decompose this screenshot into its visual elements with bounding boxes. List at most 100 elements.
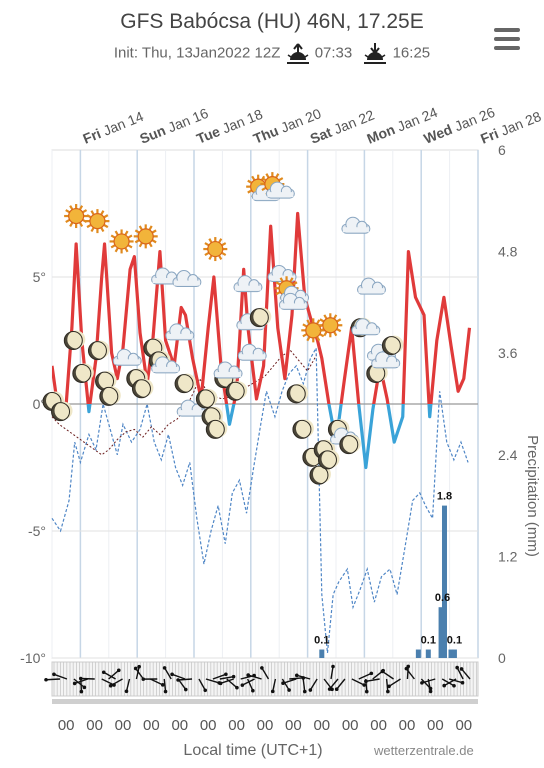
hour-label: 00 — [257, 717, 274, 734]
cloud-icon — [233, 275, 263, 293]
cloud-icon — [213, 361, 243, 379]
chart-title: GFS Babócsa (HU) 46N, 17.25E — [120, 10, 424, 33]
precip-bar — [448, 649, 454, 658]
precip-tick-label: 0 — [498, 650, 506, 666]
wind-barb — [198, 678, 206, 691]
hour-label: 00 — [86, 717, 103, 734]
series-lines — [51, 211, 472, 653]
moon-icon — [225, 381, 248, 401]
wind-barb — [103, 671, 116, 680]
wind-barb — [309, 678, 318, 691]
wind-barb — [420, 678, 432, 689]
hour-label: 00 — [285, 717, 302, 734]
temperature-line-below-zero — [55, 404, 433, 470]
moon-icon — [195, 388, 218, 409]
moon-icon — [51, 401, 73, 422]
cloud-icon — [151, 356, 181, 374]
weather-icons — [42, 172, 404, 485]
init-time: Init: Thu, 13Jan2022 12Z — [113, 44, 281, 62]
x-axis-label: Local time (UTC+1) — [183, 742, 323, 759]
hour-label: 00 — [115, 717, 132, 734]
sun-icon — [109, 229, 134, 254]
precip-data-label: 0.6 — [435, 592, 450, 604]
cloud-icon — [112, 348, 142, 366]
wind-barb — [385, 678, 389, 692]
wind-barb — [351, 678, 365, 686]
cloud-icon — [371, 351, 401, 369]
sunset-time: 16:25 — [392, 44, 431, 62]
hamburger-menu-icon[interactable] — [494, 28, 520, 50]
wind-barb — [171, 673, 186, 680]
precip-bar — [441, 505, 447, 658]
hour-label: 00 — [171, 717, 188, 734]
wind-barb — [443, 678, 457, 687]
precip-bar — [415, 649, 421, 658]
wind-barb — [163, 678, 167, 692]
wind-barb — [441, 678, 455, 687]
cloud-icon — [176, 399, 206, 417]
wind-barb — [246, 678, 254, 691]
hour-label: 00 — [228, 717, 245, 734]
precip-data-label: 1.8 — [437, 491, 452, 503]
temp-tick-label: -10° — [20, 650, 46, 666]
wind-barb — [242, 678, 255, 686]
wind-barb — [448, 678, 463, 684]
precip-data-labels: 0.1 0.1 0.6 1.8 0.1 — [314, 491, 462, 647]
hour-label: 00 — [399, 717, 416, 734]
moon-icon — [131, 378, 154, 399]
moon-icon — [286, 383, 309, 404]
cloud-icon — [172, 270, 202, 288]
moon-icon — [99, 386, 121, 406]
wind-barb — [330, 666, 334, 680]
wind-barb — [163, 667, 172, 680]
hour-label: 00 — [313, 717, 330, 734]
wind-barb — [282, 678, 297, 684]
sun-icon — [203, 237, 228, 262]
wind-barb — [150, 678, 164, 686]
precip-bar — [451, 649, 457, 658]
moon-icon — [381, 335, 404, 356]
moon-icon — [309, 465, 331, 485]
wind-barb — [272, 678, 277, 692]
wind-strip — [44, 661, 479, 704]
cloud-icon — [237, 343, 267, 361]
moon-icon — [292, 419, 314, 439]
moon-icon — [205, 419, 228, 439]
moon-icon — [317, 449, 340, 470]
wind-barb — [205, 678, 220, 684]
sun-icon — [85, 209, 110, 234]
moon-icon — [174, 373, 197, 394]
precip-tick-label: 4.8 — [498, 244, 518, 260]
wind-barb — [289, 677, 304, 680]
wind-barb — [261, 667, 270, 680]
cloud-icon — [341, 216, 371, 234]
moon-icon — [249, 307, 272, 328]
wind-barb — [220, 678, 234, 684]
wind-barb — [329, 678, 339, 690]
meteogram-chart: 5°0°-5°-10° 64.83.62.41.20 Precipitation… — [20, 104, 544, 734]
date-label-date: Jan 28 — [498, 108, 543, 139]
precip-tick-label: 2.4 — [498, 447, 518, 463]
sunrise-icon — [286, 43, 309, 64]
wind-barb — [381, 670, 394, 680]
precip-bar — [425, 649, 431, 658]
wind-barb — [135, 668, 144, 680]
wind-barb — [302, 678, 306, 692]
hour-label: 00 — [427, 717, 444, 734]
hour-label: 00 — [455, 717, 472, 734]
precip-axis-label: Precipitation (mm) — [524, 435, 541, 557]
precipitation-axis: 6 4.8 3.6 2.4 1.2 0 — [498, 142, 518, 666]
hour-label: 00 — [200, 717, 217, 734]
precip-tick-label: 1.2 — [498, 548, 518, 564]
temp-tick-label: -5° — [28, 523, 46, 539]
source-credit: wetterzentrale.de — [374, 743, 474, 758]
moon-icon — [72, 363, 94, 384]
moon-icon — [87, 340, 110, 361]
chart-subtitle: Init: Thu, 13Jan2022 12Z 07:33 16:25 — [0, 42, 544, 64]
wind-barb — [219, 675, 234, 680]
wind-barb — [80, 677, 95, 680]
wind-barb — [108, 669, 120, 680]
wind-barb — [461, 668, 471, 680]
precip-tick-label: 3.6 — [498, 345, 518, 361]
